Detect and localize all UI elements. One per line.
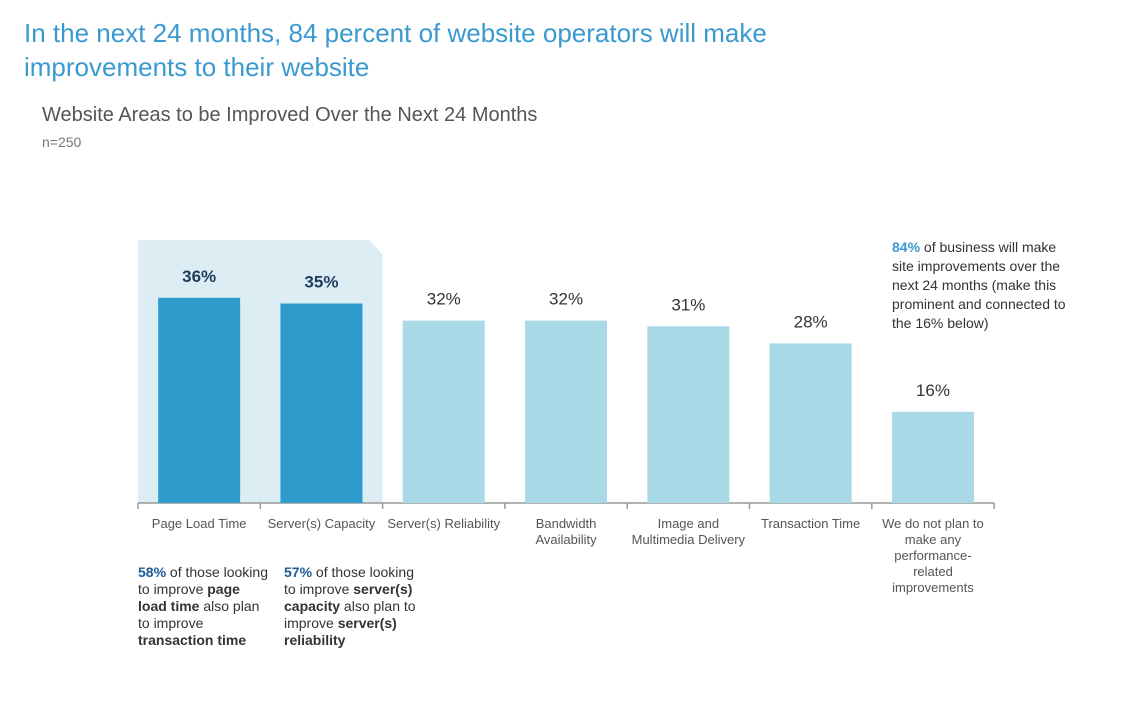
annotation: 84% of business will make site improveme…: [892, 238, 1072, 333]
annotation-text: server(s) reliability: [284, 615, 397, 648]
x-tick-label: Transaction Time: [761, 516, 861, 531]
bar: [647, 326, 730, 503]
annotation-text: server(s) capacity: [284, 581, 413, 614]
headline: In the next 24 months, 84 percent of web…: [24, 18, 767, 82]
annotation-text: page load time: [138, 581, 240, 614]
x-tick-label: Server(s) Capacity: [267, 516, 376, 531]
annotation-text: also plan to improve: [284, 598, 416, 631]
annotation-text: 84%: [892, 239, 921, 255]
x-tick-label: Page Load Time: [151, 516, 247, 531]
value-label: 31%: [671, 295, 705, 314]
x-tick-label: Image and Multimedia Delivery: [631, 516, 746, 547]
x-tick-label: Bandwidth Availability: [535, 516, 597, 547]
annotation: 57% of those looking to improve server(s…: [284, 564, 424, 649]
sample-size: n=250: [42, 134, 82, 150]
annotation-text: of business will make site improvements …: [892, 239, 1066, 331]
annotation-text: of those looking to improve: [138, 564, 268, 597]
annotation-text: 57%: [284, 564, 313, 580]
bar: [769, 343, 852, 503]
x-tick-label: We do not plan to make any performance-r…: [882, 516, 984, 595]
annotation-text: 58%: [138, 564, 167, 580]
value-label: 32%: [427, 290, 461, 309]
annotation: 58% of those looking to improve page loa…: [138, 564, 270, 649]
x-tick-label: Server(s) Reliability: [387, 516, 501, 531]
value-label: 16%: [916, 381, 950, 400]
bar: [891, 411, 974, 503]
annotation-text: of those looking to improve: [284, 564, 414, 597]
bar: [280, 303, 363, 503]
value-label: 28%: [794, 312, 828, 331]
annotation-text: also plan to improve: [138, 598, 260, 631]
bar: [402, 320, 485, 503]
bar: [525, 320, 608, 503]
bar: [158, 297, 241, 503]
value-label: 35%: [304, 273, 338, 292]
chart-subtitle: Website Areas to be Improved Over the Ne…: [42, 104, 538, 126]
value-label: 36%: [182, 267, 216, 286]
value-label: 32%: [549, 290, 583, 309]
annotation-text: transaction time: [138, 632, 247, 648]
